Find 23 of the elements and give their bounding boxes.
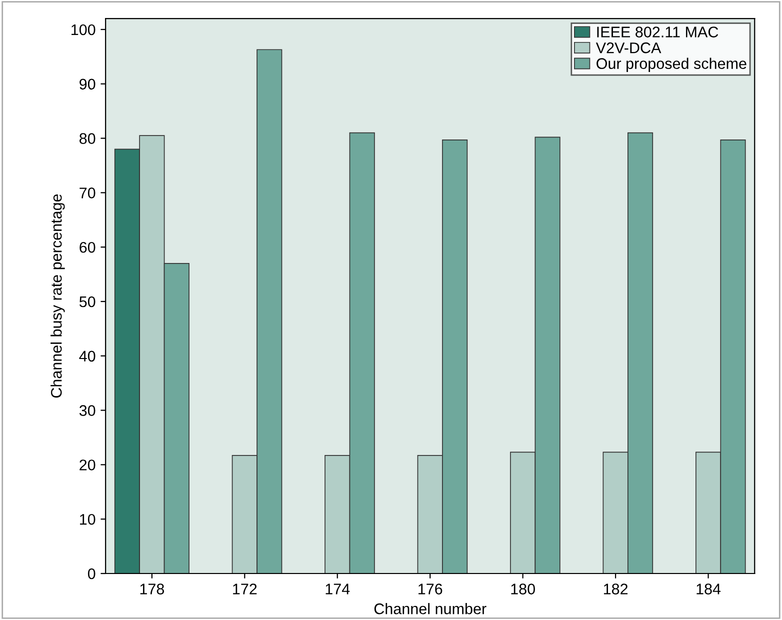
y-tick-label: 100	[72, 24, 96, 36]
y-tick-label: 30	[79, 405, 96, 416]
x-tick-label: 178	[140, 584, 164, 594]
y-tick-label: 80	[80, 133, 96, 144]
y-tick-label: 60	[80, 242, 96, 253]
x-axis-title: Channel number	[374, 603, 486, 614]
legend-label: IEEE 802.11 MAC	[597, 26, 718, 38]
x-tick-label: 180	[511, 584, 535, 594]
y-tick-label: 50	[79, 296, 96, 308]
legend-label: V2V-DCA	[596, 42, 662, 54]
x-tick-label: 174	[326, 584, 350, 594]
y-tick-label: 40	[79, 350, 96, 362]
x-tick-label: 172	[233, 584, 257, 594]
y-tick-label: 0	[88, 568, 96, 580]
y-axis-title: Channel busy rate percentage	[50, 194, 65, 398]
y-tick-label: 10	[80, 514, 96, 525]
legend-label: Our proposed scheme	[596, 58, 746, 72]
y-tick-label: 20	[80, 460, 96, 470]
y-tick-label: 90	[80, 78, 96, 90]
x-tick-label: 184	[696, 584, 721, 594]
y-tick-label: 70	[80, 188, 96, 198]
x-tick-label: 176	[418, 584, 442, 594]
x-tick-label: 182	[604, 584, 628, 594]
